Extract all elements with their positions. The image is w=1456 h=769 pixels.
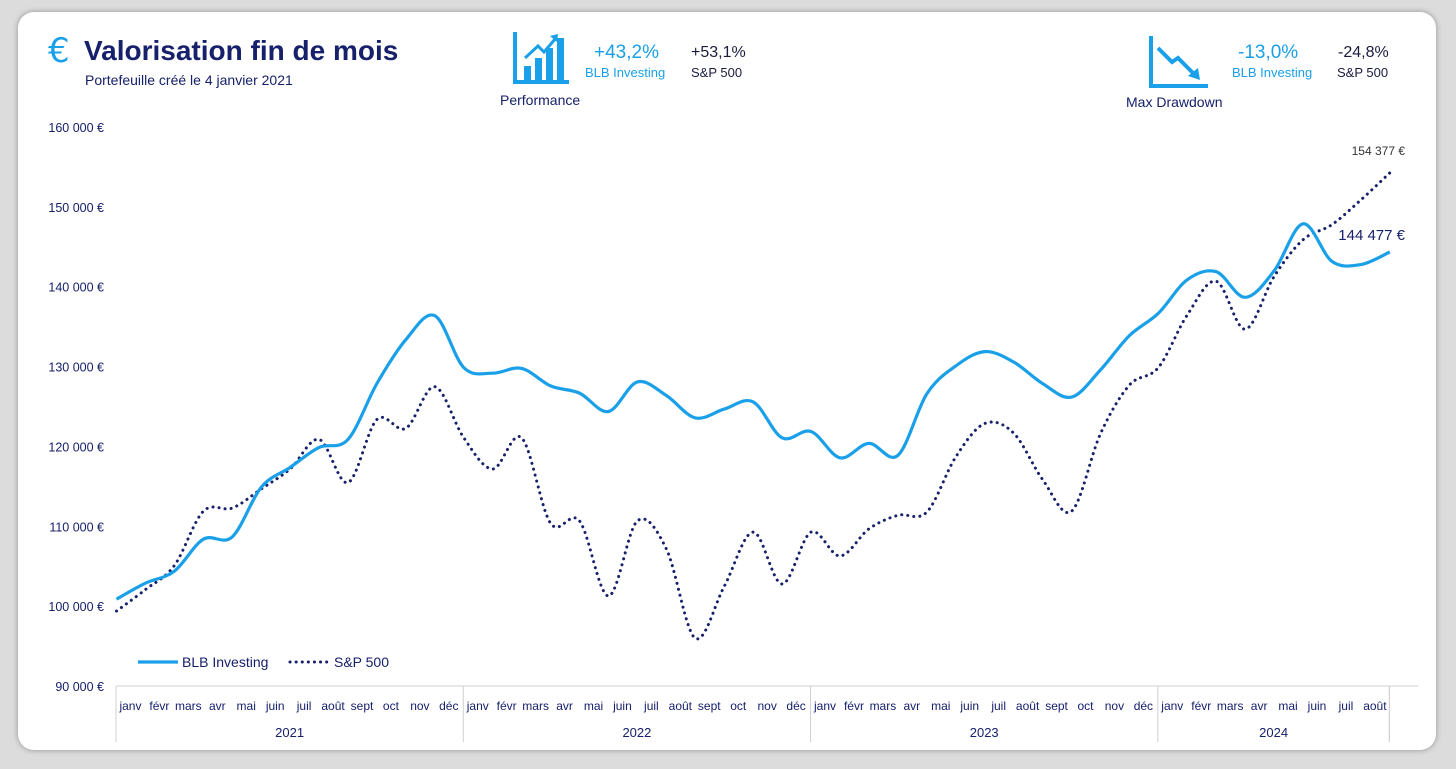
x-tick-label: juil (990, 699, 1006, 713)
legend: BLB Investing S&P 500 (138, 654, 389, 670)
end-labels: 154 377 € 144 477 € (1338, 144, 1405, 244)
legend-label-sp500: S&P 500 (334, 654, 389, 670)
x-tick-label: mars (1217, 699, 1244, 713)
x-tick-label: sept (1045, 699, 1068, 713)
y-axis: 90 000 € 100 000 € 110 000 € 120 000 € 130 0… (48, 121, 104, 694)
x-tick-label: oct (730, 699, 747, 713)
x-tick-label: déc (439, 699, 458, 713)
x-tick-label: déc (786, 699, 805, 713)
series-group (115, 171, 1392, 641)
y-tick-label: 100 000 € (48, 600, 104, 614)
year-label: 2024 (1259, 725, 1288, 740)
x-tick-label: nov (757, 699, 776, 713)
x-tick-label: mai (1278, 699, 1297, 713)
year-label: 2022 (622, 725, 651, 740)
x-tick-label: juil (1338, 699, 1354, 713)
y-tick-label: 150 000 € (48, 201, 104, 215)
x-tick-label: avr (556, 699, 573, 713)
y-tick-label: 110 000 € (49, 520, 104, 534)
x-tick-label: juin (1307, 699, 1327, 713)
x-tick-label: janv (466, 699, 489, 713)
x-tick-label: août (1016, 699, 1040, 713)
kpi-drawdown-blb-value: -13,0% (1238, 42, 1299, 63)
x-tick-label: mai (237, 699, 256, 713)
x-tick-label: sept (698, 699, 721, 713)
end-label-sp500: 154 377 € (1352, 144, 1406, 158)
x-tick-label: nov (410, 699, 429, 713)
x-tick-label: sept (351, 699, 374, 713)
x-tick-label: juin (265, 699, 285, 713)
kpi-drawdown-sp-value: -24,8% (1338, 44, 1389, 61)
x-tick-label: janv (1160, 699, 1183, 713)
x-tick-label: avr (209, 699, 226, 713)
legend-label-blb: BLB Investing (182, 654, 268, 670)
x-axis: janv févr mars avr mai juin juil août sept oct nov… (115, 685, 1419, 742)
year-label: 2023 (970, 725, 999, 740)
x-tick-label: mai (584, 699, 603, 713)
y-tick-label: 140 000 € (48, 281, 104, 295)
chart-title: Valorisation fin de mois (84, 35, 399, 66)
x-tick-label: févr (497, 699, 517, 713)
y-tick-label: 160 000 € (48, 121, 104, 135)
year-label: 2021 (275, 725, 304, 740)
trend-down-icon (1149, 36, 1208, 88)
kpi-performance-label: Performance (500, 92, 581, 108)
kpi-performance-sp-label: S&P 500 (691, 65, 743, 80)
kpi-performance-blb-label: BLB Investing (585, 65, 666, 80)
x-tick-label: févr (1191, 699, 1211, 713)
x-tick-label: avr (904, 699, 921, 713)
x-tick-label: août (1363, 699, 1387, 713)
kpi-performance-blb-value: +43,2% (594, 42, 659, 63)
x-tick-label: févr (844, 699, 864, 713)
x-tick-label: juil (643, 699, 659, 713)
x-tick-label: déc (1134, 699, 1153, 713)
x-tick-label: mai (931, 699, 950, 713)
end-label-blb: 144 477 € (1338, 227, 1405, 244)
euro-icon: € (48, 31, 70, 71)
x-tick-label: mars (175, 699, 202, 713)
y-tick-label: 130 000 € (48, 361, 104, 375)
x-tick-label: avr (1251, 699, 1268, 713)
kpi-drawdown-blb-label: BLB Investing (1232, 65, 1313, 80)
x-tick-label: juin (959, 699, 979, 713)
line-chart: 90 000 € 100 000 € 110 000 € 120 000 € 130 0… (48, 121, 1419, 742)
y-tick-label: 90 000 € (55, 680, 104, 694)
x-tick-label: juin (612, 699, 632, 713)
x-tick-label: mars (522, 699, 549, 713)
y-tick-label: 120 000 € (48, 440, 104, 454)
series-line-blb (115, 222, 1391, 601)
x-tick-label: août (321, 699, 345, 713)
x-tick-label: mars (870, 699, 897, 713)
bar-chart-up-icon (513, 32, 569, 84)
series-line-sp500 (115, 171, 1392, 641)
chart-card: € Valorisation fin de mois Portefeuille … (18, 12, 1436, 750)
chart-subtitle: Portefeuille créé le 4 janvier 2021 (85, 72, 293, 88)
x-tick-label: janv (813, 699, 836, 713)
kpi-drawdown-label: Max Drawdown (1126, 94, 1223, 110)
kpi-performance-sp-value: +53,1% (691, 44, 746, 61)
x-tick-label: oct (1077, 699, 1094, 713)
x-tick-label: oct (383, 699, 400, 713)
x-tick-label: janv (118, 699, 141, 713)
x-tick-label: nov (1105, 699, 1124, 713)
x-tick-label: juil (296, 699, 312, 713)
x-tick-label: févr (149, 699, 169, 713)
x-tick-label: août (669, 699, 693, 713)
kpi-drawdown-sp-label: S&P 500 (1337, 65, 1389, 80)
